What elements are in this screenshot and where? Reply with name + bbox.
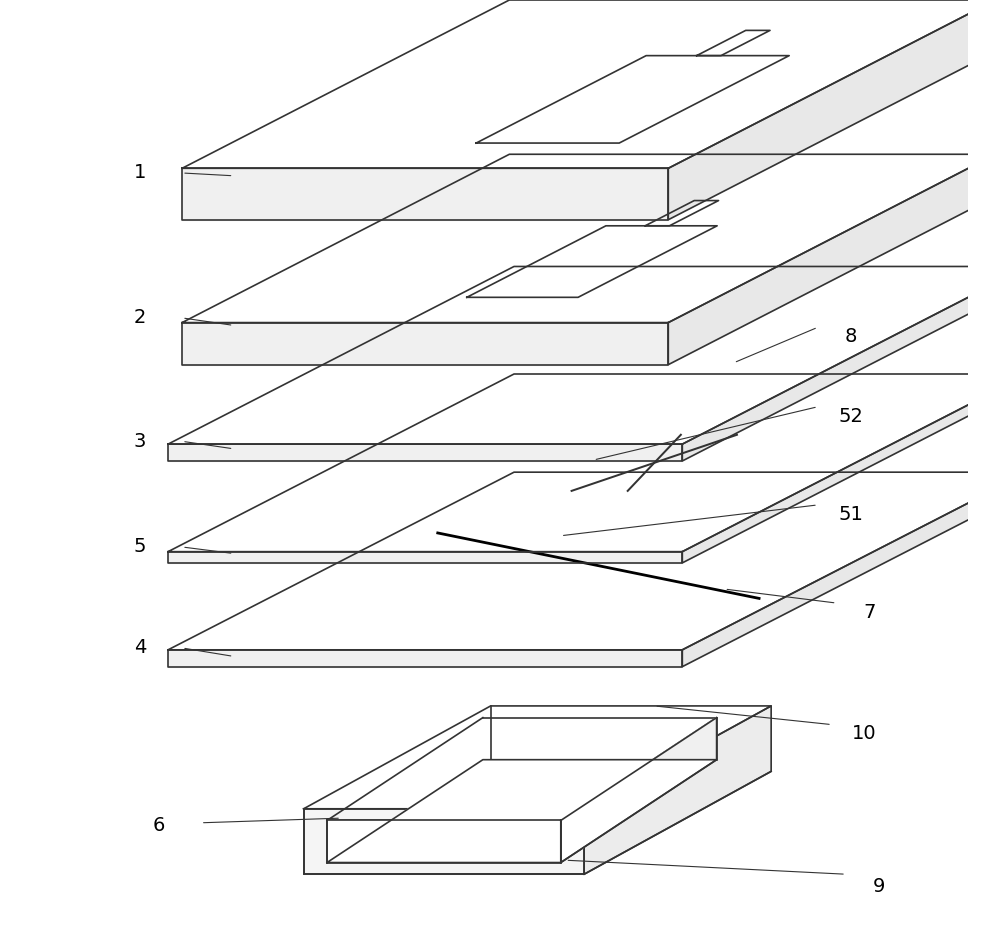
Polygon shape [182, 323, 668, 365]
Text: 10: 10 [852, 725, 877, 743]
Text: 6: 6 [153, 816, 165, 835]
Text: 51: 51 [838, 505, 863, 524]
Polygon shape [168, 266, 1000, 444]
Polygon shape [168, 650, 682, 667]
Polygon shape [682, 266, 1000, 461]
Polygon shape [168, 444, 682, 461]
Polygon shape [168, 552, 682, 563]
Text: 2: 2 [134, 309, 146, 327]
Polygon shape [182, 154, 996, 323]
Polygon shape [327, 759, 717, 862]
Text: 1: 1 [134, 164, 146, 182]
Polygon shape [682, 374, 1000, 563]
Polygon shape [182, 0, 996, 168]
Polygon shape [327, 821, 561, 862]
Text: 3: 3 [134, 432, 146, 451]
Polygon shape [168, 374, 1000, 552]
Polygon shape [182, 168, 668, 220]
Text: 9: 9 [872, 877, 885, 896]
Polygon shape [668, 0, 996, 220]
Text: 4: 4 [134, 639, 146, 657]
Text: 8: 8 [844, 327, 857, 346]
Text: 7: 7 [863, 603, 876, 622]
Text: 52: 52 [838, 407, 863, 425]
Polygon shape [682, 472, 1000, 667]
Polygon shape [168, 472, 1000, 650]
Polygon shape [561, 718, 717, 862]
Polygon shape [304, 809, 584, 874]
Text: 5: 5 [134, 538, 146, 556]
Polygon shape [668, 154, 996, 365]
Polygon shape [584, 706, 771, 874]
